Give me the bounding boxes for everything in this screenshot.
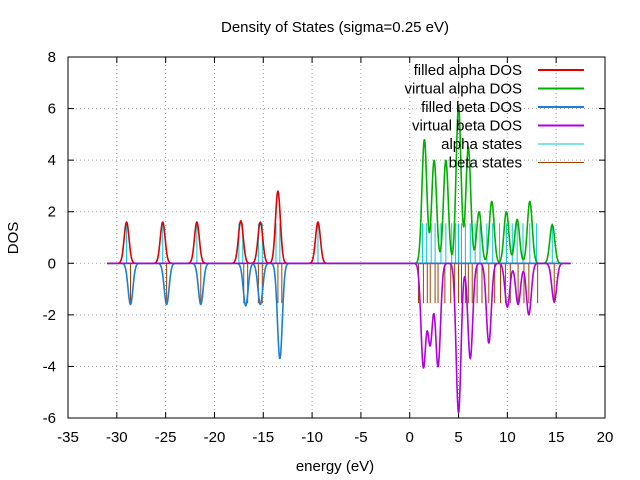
x-tick-label: -20 (204, 429, 226, 446)
x-tick-label: 10 (499, 429, 516, 446)
y-axis-label: DOS (5, 222, 22, 255)
dos-curve-virtual-beta-DOS (106, 262, 572, 414)
legend-label: filled alpha DOS (414, 62, 522, 79)
y-tick-label: 0 (48, 255, 56, 272)
y-tick-label: -2 (43, 307, 56, 324)
dos-curves (106, 105, 572, 414)
x-tick-label: 15 (548, 429, 565, 446)
legend-label: beta states (449, 155, 522, 172)
x-tick-label: -10 (301, 429, 323, 446)
y-tick-label: 2 (48, 204, 56, 221)
y-tick-label: -4 (43, 358, 56, 375)
y-tick-label: 6 (48, 101, 56, 118)
x-tick-label: -35 (57, 429, 79, 446)
plot-frame (67, 56, 606, 419)
x-tick-label: -30 (106, 429, 128, 446)
x-tick-label: 0 (406, 429, 414, 446)
legend-label: virtual beta DOS (412, 118, 522, 135)
grid-lines (68, 57, 605, 418)
legend: filled alpha DOS virtual alpha DOSfilled … (404, 62, 584, 172)
legend-label: virtual alpha DOS (404, 81, 522, 98)
chart-title: Density of States (sigma=0.25 eV) (221, 19, 449, 36)
stick-series (126, 223, 553, 264)
y-tick-label: 8 (48, 49, 56, 66)
stick-series (129, 263, 555, 304)
x-tick-label: 5 (454, 429, 462, 446)
x-tick-label: -5 (354, 429, 367, 446)
x-tick-label: 20 (597, 429, 614, 446)
dos-curve-filled-beta-DOS (106, 262, 572, 360)
legend-label: alpha states (441, 136, 522, 153)
x-tick-label: -25 (155, 429, 177, 446)
x-tick-label: -15 (252, 429, 274, 446)
y-tick-label: -6 (43, 410, 56, 427)
legend-label: filled beta DOS (421, 99, 522, 116)
dos-curve-filled-alpha-DOS (106, 190, 572, 265)
x-axis-label: energy (eV) (296, 458, 374, 475)
y-tick-label: 4 (48, 152, 56, 169)
